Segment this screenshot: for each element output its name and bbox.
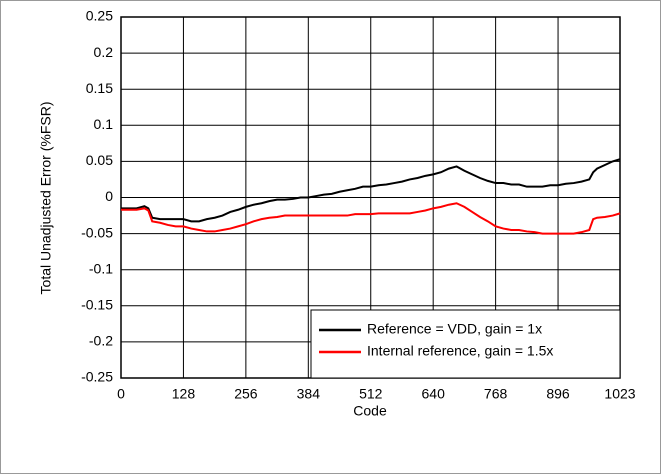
x-tick-label: 512 <box>359 386 383 402</box>
x-tick-label: 384 <box>297 386 321 402</box>
x-tick-label: 1023 <box>604 386 635 402</box>
y-tick-label: 0 <box>105 188 113 204</box>
y-tick-label: -0.25 <box>81 369 113 385</box>
legend-label: Internal reference, gain = 1.5x <box>367 343 553 359</box>
series-line <box>121 158 621 223</box>
x-tick-label: 256 <box>234 386 258 402</box>
y-tick-label: -0.05 <box>81 224 113 240</box>
x-tick-label: 640 <box>422 386 446 402</box>
y-tick-label: 0.25 <box>86 8 113 24</box>
y-tick-label: -0.2 <box>89 333 113 349</box>
x-tick-label: 768 <box>484 386 508 402</box>
y-tick-label: -0.1 <box>89 260 113 276</box>
y-tick-label: 0.2 <box>94 44 114 60</box>
x-axis-label: Code <box>353 403 387 419</box>
legend-label: Reference = VDD, gain = 1x <box>367 321 542 337</box>
y-tick-label: 0.15 <box>86 80 113 96</box>
y-tick-label: -0.15 <box>81 297 113 313</box>
y-tick-label: 0.1 <box>94 116 114 132</box>
legend-box <box>310 309 621 379</box>
series-line <box>121 202 621 235</box>
y-tick-label: 0.05 <box>86 152 113 168</box>
y-axis-label: Total Unadjusted Error (%FSR) <box>38 102 54 295</box>
x-tick-label: 128 <box>172 386 196 402</box>
x-tick-label: 896 <box>546 386 570 402</box>
x-tick-label: 0 <box>117 386 125 402</box>
